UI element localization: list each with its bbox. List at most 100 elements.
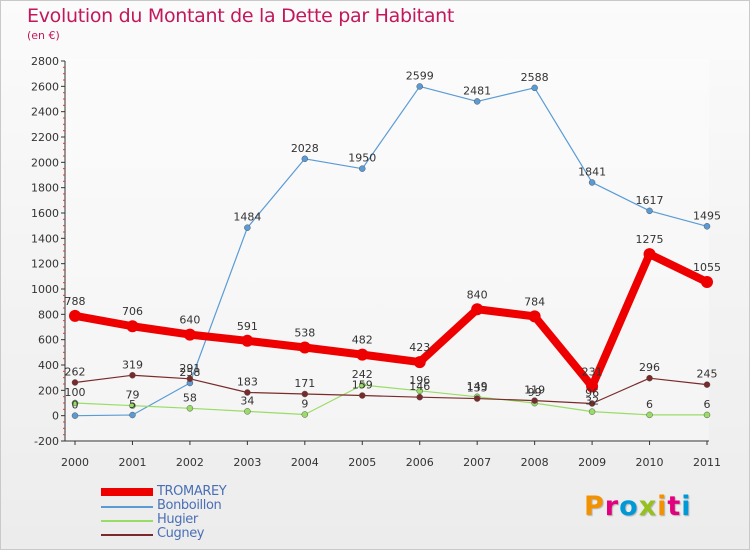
- data-point: [471, 303, 484, 316]
- x-tick-label: 2002: [176, 456, 204, 469]
- data-point: [416, 393, 423, 401]
- data-label: 591: [237, 320, 258, 333]
- data-point: [413, 356, 426, 369]
- legend-label: TROMAREY: [157, 484, 227, 499]
- data-point: [588, 400, 596, 407]
- x-tick-label: 2000: [61, 456, 89, 469]
- data-point: [703, 381, 711, 388]
- data-label: 1617: [636, 194, 664, 207]
- plot-area: [65, 59, 709, 443]
- data-point: [129, 411, 136, 419]
- logo-letter: o: [619, 491, 639, 522]
- data-label: 258: [179, 366, 200, 379]
- y-tick-label: 2000: [31, 156, 59, 169]
- data-point: [71, 379, 79, 386]
- legend-swatch: [101, 534, 153, 536]
- y-tick-label: 1200: [31, 258, 59, 271]
- data-point: [244, 389, 251, 396]
- data-label: 1484: [233, 211, 261, 224]
- data-label: 1055: [693, 261, 721, 274]
- data-point: [186, 405, 194, 412]
- data-point: [244, 408, 251, 415]
- data-label: 2028: [291, 142, 319, 155]
- y-tick-label: 2800: [31, 55, 59, 68]
- data-label: 242: [352, 368, 373, 381]
- y-tick-label: 200: [38, 384, 59, 397]
- x-tick-label: 2007: [463, 456, 491, 469]
- data-label: 840: [467, 288, 488, 301]
- data-label: 0: [72, 399, 79, 412]
- data-point: [71, 399, 79, 407]
- data-label: 5: [129, 398, 136, 411]
- data-label: 538: [294, 327, 315, 340]
- data-point: [183, 328, 196, 341]
- x-tick-label: 2003: [233, 456, 261, 469]
- data-label: 640: [179, 314, 200, 327]
- y-tick-label: 1000: [31, 283, 59, 296]
- data-label: 296: [639, 361, 660, 374]
- data-label: 34: [240, 394, 254, 407]
- data-label: 245: [697, 368, 718, 381]
- data-point: [531, 397, 538, 404]
- data-point: [531, 84, 538, 92]
- data-point: [69, 309, 81, 322]
- data-point: [356, 348, 369, 361]
- chart-subtitle: (en €): [27, 29, 60, 42]
- data-point: [301, 390, 309, 398]
- data-point: [359, 165, 366, 172]
- data-label: 2481: [463, 84, 491, 97]
- data-label: 291: [179, 362, 200, 375]
- data-point: [298, 341, 311, 354]
- y-tick-label: 400: [38, 359, 59, 372]
- proxiti-logo: Proxiti: [584, 491, 692, 522]
- data-label: 1275: [636, 233, 664, 246]
- logo-letter: t: [667, 491, 682, 522]
- legend-swatch: [101, 520, 153, 522]
- x-tick-label: 2009: [578, 456, 606, 469]
- data-label: 262: [65, 365, 86, 378]
- chart-title: Evolution du Montant de la Dette par Hab…: [27, 5, 455, 27]
- data-point: [359, 381, 366, 389]
- data-label: 2599: [406, 69, 434, 82]
- data-label: 2588: [521, 71, 549, 84]
- data-label: 183: [237, 375, 258, 388]
- data-point: [416, 83, 423, 90]
- y-tick-label: 600: [38, 334, 59, 347]
- data-point: [701, 276, 713, 289]
- data-point: [586, 380, 599, 393]
- y-tick-label: 1800: [31, 182, 59, 195]
- data-point: [186, 375, 194, 383]
- x-tick-label: 2006: [406, 456, 434, 469]
- data-point: [646, 411, 653, 419]
- data-point: [703, 223, 711, 230]
- data-point: [129, 402, 136, 409]
- y-tick-label: 1400: [31, 232, 59, 245]
- x-tick-label: 2008: [521, 456, 549, 469]
- data-label: 1841: [578, 165, 606, 178]
- data-label: 149: [467, 380, 488, 393]
- logo-letter: r: [604, 491, 620, 522]
- legend-label: Bonboillon: [157, 498, 222, 513]
- data-label: 1495: [693, 209, 721, 222]
- data-label: 100: [65, 386, 86, 399]
- data-label: 58: [183, 391, 197, 404]
- data-point: [588, 179, 596, 186]
- logo-letter: i: [657, 491, 668, 522]
- series-line-bonboillon: [74, 85, 708, 417]
- data-label: 784: [524, 295, 545, 308]
- data-label: 482: [352, 334, 373, 347]
- data-label: 706: [122, 305, 143, 318]
- data-label: 6: [646, 398, 653, 411]
- data-label: 6: [704, 398, 711, 411]
- data-label: 32: [585, 395, 599, 408]
- data-point: [588, 408, 596, 415]
- data-label: 119: [524, 384, 545, 397]
- y-tick-label: 800: [38, 308, 59, 321]
- y-tick-label: -200: [34, 435, 59, 448]
- data-point: [359, 392, 366, 399]
- y-tick-label: 2400: [31, 106, 59, 119]
- data-label: 171: [294, 377, 315, 390]
- y-tick-label: 2600: [31, 80, 59, 93]
- data-label: 319: [122, 358, 143, 371]
